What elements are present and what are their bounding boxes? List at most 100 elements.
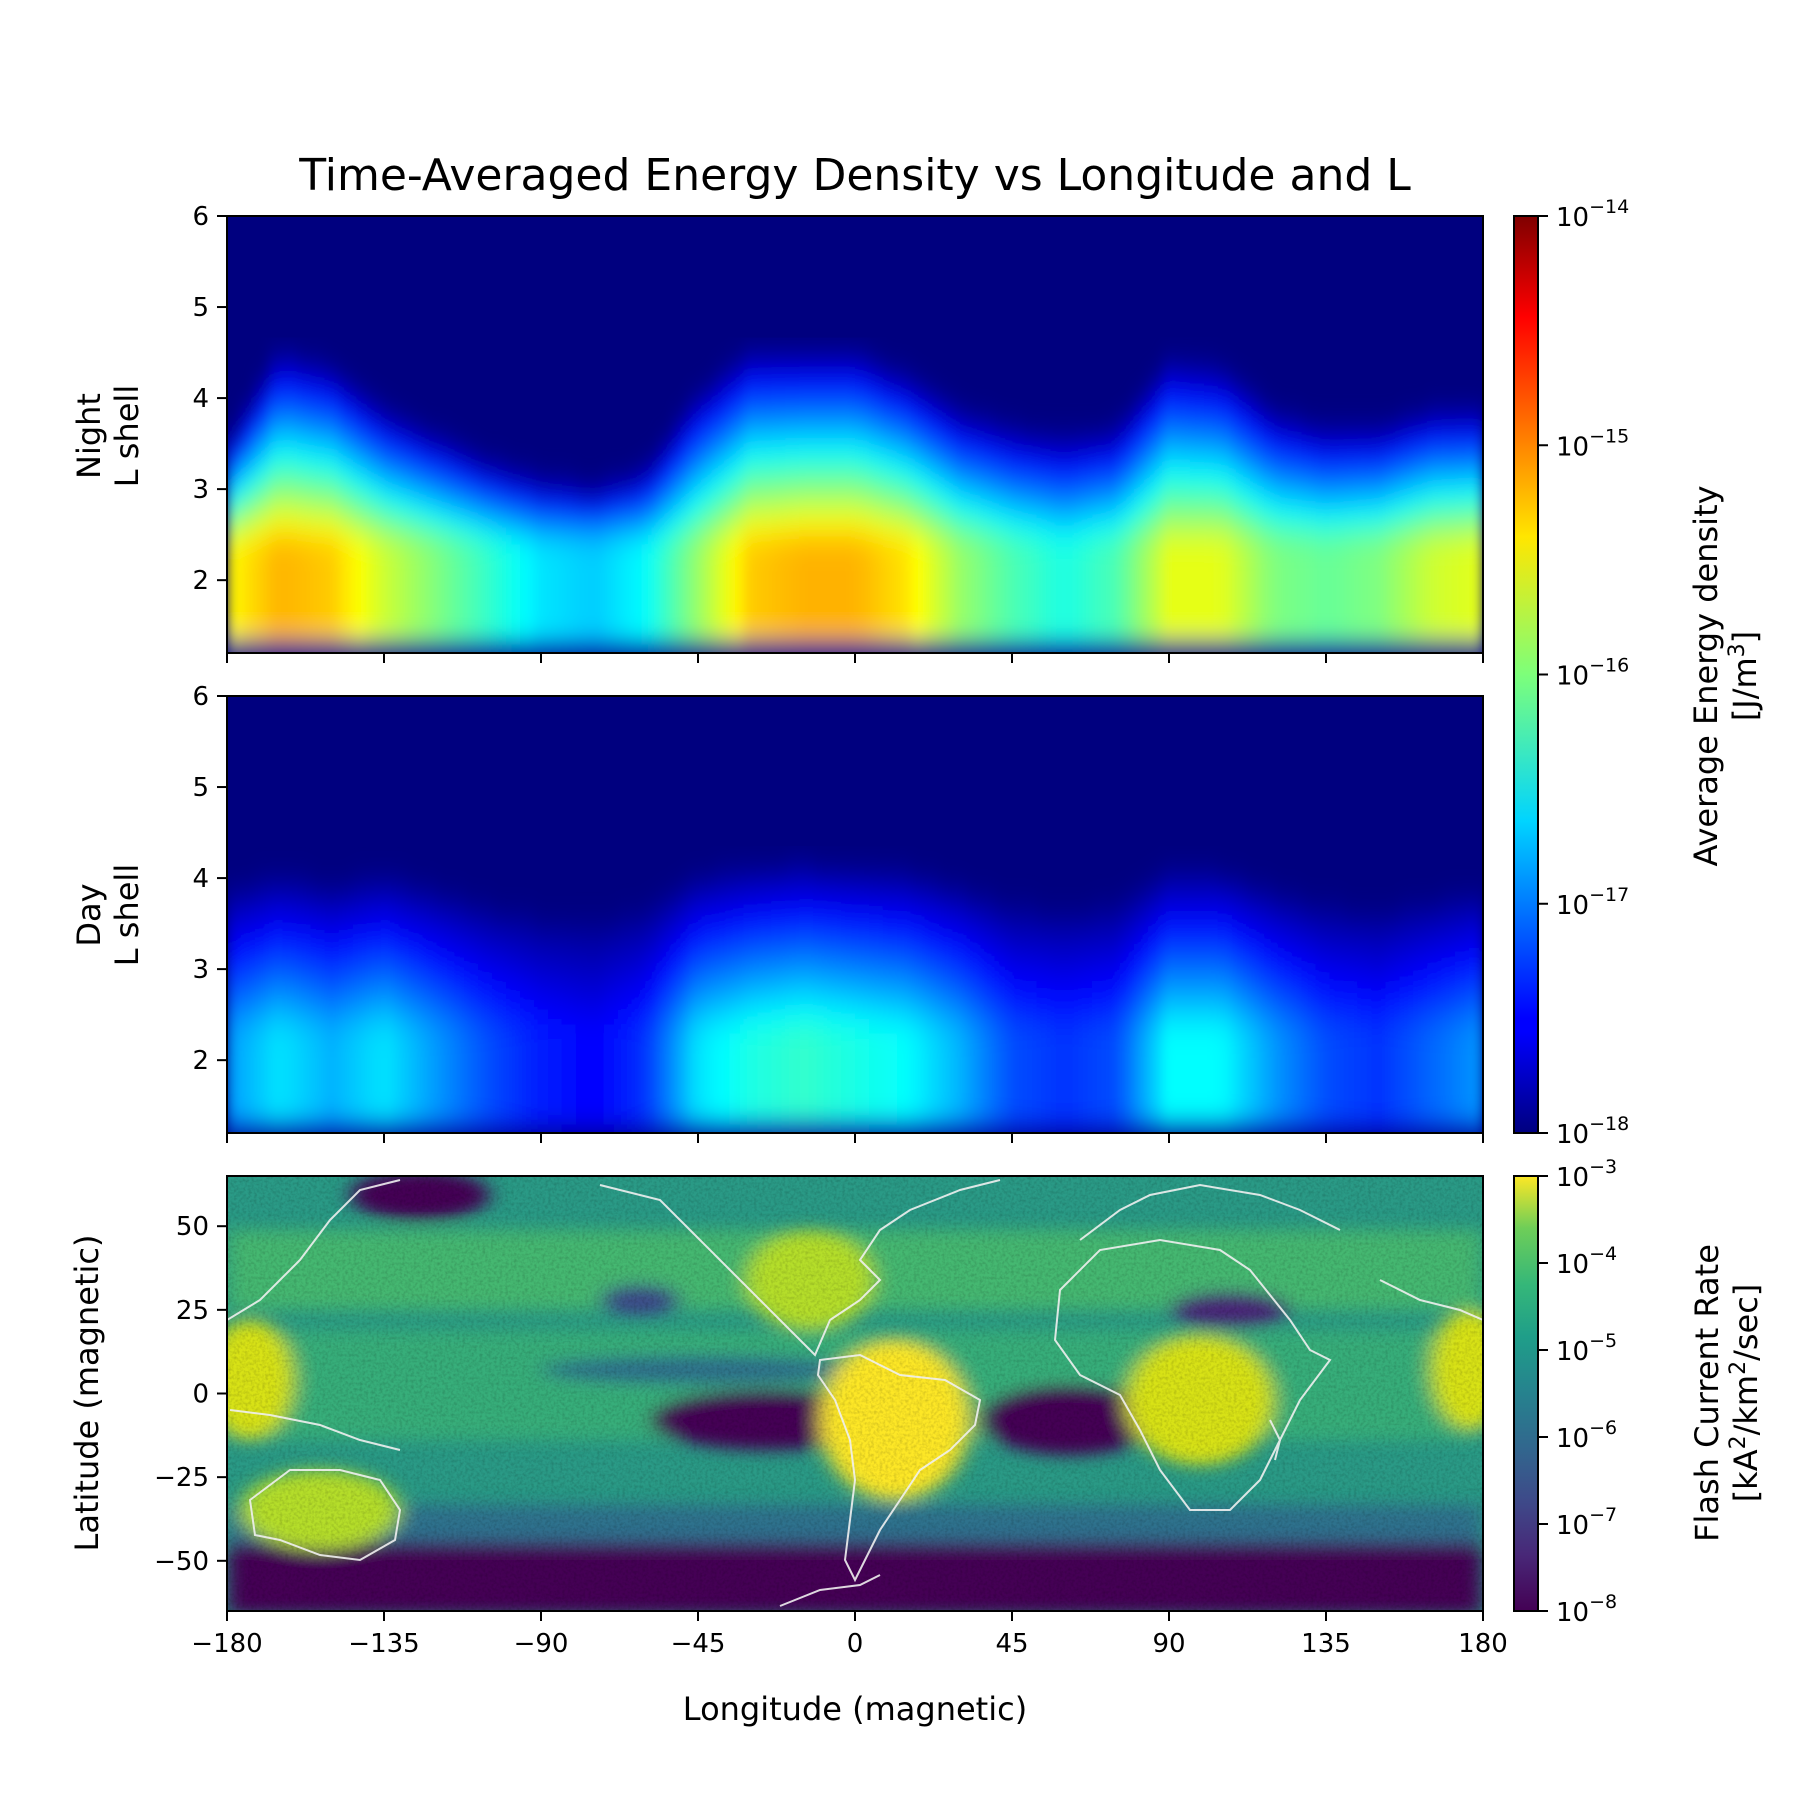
day-heatmap-cell xyxy=(841,905,856,916)
day-heatmap-cell xyxy=(1189,923,1205,934)
day-heatmap-cell xyxy=(1176,1069,1191,1079)
night-heatmap-cell xyxy=(701,452,717,463)
night-heatmap-cell xyxy=(1217,562,1233,572)
day-heatmap-cell xyxy=(701,1032,717,1043)
night-heatmap-cell xyxy=(506,607,521,618)
day-heatmap-cell xyxy=(813,1023,828,1034)
night-heatmap-cell xyxy=(827,398,842,408)
day-heatmap-cell xyxy=(1427,941,1442,952)
night-heatmap-cell xyxy=(324,643,340,653)
night-heatmap-cell xyxy=(1371,461,1386,472)
day-heatmap-cell xyxy=(980,1014,996,1025)
day-heatmap-cell xyxy=(366,969,382,979)
day-heatmap-cell xyxy=(1399,1114,1414,1125)
night-heatmap-cell xyxy=(924,461,940,472)
day-heatmap-cell xyxy=(841,878,856,888)
day-heatmap-cell xyxy=(1441,941,1456,952)
night-heatmap-cell xyxy=(1162,370,1177,381)
day-heatmap-cell xyxy=(799,878,814,888)
night-heatmap-cell xyxy=(1399,571,1414,581)
night-heatmap-cell xyxy=(520,525,535,536)
night-heatmap-cell xyxy=(1231,552,1247,563)
day-heatmap-cell xyxy=(1203,1023,1219,1034)
night-heatmap-cell xyxy=(659,571,675,581)
night-heatmap-cell xyxy=(268,425,284,436)
night-heatmap-cell xyxy=(1106,461,1121,472)
day-heatmap-cell xyxy=(631,1123,647,1133)
night-heatmap-cell xyxy=(855,407,870,417)
day-heatmap-cell xyxy=(520,987,535,997)
night-heatmap-cell xyxy=(869,443,884,454)
day-heatmap-cell xyxy=(1413,905,1428,916)
night-heatmap-cell xyxy=(827,452,842,463)
night-heatmap-cell xyxy=(366,562,382,572)
day-heatmap-cell xyxy=(1217,969,1233,979)
night-heatmap-cell xyxy=(799,525,814,536)
day-heatmap-cell xyxy=(561,1051,577,1061)
night-heatmap-cell xyxy=(841,589,856,599)
day-heatmap-cell xyxy=(1399,1069,1414,1079)
day-heatmap-cell xyxy=(771,1005,786,1016)
day-heatmap-cell xyxy=(464,941,479,952)
day-heatmap-cell xyxy=(241,887,256,897)
night-heatmap-cell xyxy=(1106,598,1121,609)
night-heatmap-cell xyxy=(548,552,563,563)
night-heatmap-cell xyxy=(1273,443,1289,454)
night-heatmap-cell xyxy=(241,525,256,536)
night-heatmap-cell xyxy=(1343,562,1358,572)
day-heatmap-cell xyxy=(380,1023,396,1034)
day-heatmap-cell xyxy=(1259,1032,1275,1043)
day-heatmap-cell xyxy=(1189,1078,1205,1089)
night-heatmap-cell xyxy=(659,498,675,508)
day-heatmap-cell xyxy=(673,969,689,979)
day-ytick-label: 5 xyxy=(192,773,209,803)
night-heatmap-cell xyxy=(1357,598,1372,609)
night-heatmap-cell xyxy=(1427,643,1442,653)
day-heatmap-cell xyxy=(924,1042,940,1052)
night-heatmap-cell xyxy=(1413,416,1428,426)
day-heatmap-cell xyxy=(1287,914,1303,925)
day-heatmap-cell xyxy=(1217,905,1233,916)
day-heatmap-cell xyxy=(520,978,535,988)
night-heatmap-cell xyxy=(436,616,451,627)
night-heatmap-cell xyxy=(966,470,982,481)
night-heatmap-cell xyxy=(841,571,856,581)
night-heatmap-cell xyxy=(1203,562,1219,572)
day-heatmap-cell xyxy=(799,887,814,897)
day-heatmap-cell xyxy=(799,1051,814,1061)
night-heatmap-cell xyxy=(1050,452,1065,463)
night-heatmap-cell xyxy=(1092,580,1107,590)
day-heatmap-cell xyxy=(1273,1105,1289,1116)
night-heatmap-cell xyxy=(785,370,800,381)
day-heatmap-cell xyxy=(1036,1060,1051,1070)
night-heatmap-cell xyxy=(1162,507,1177,517)
day-heatmap-cell xyxy=(1203,1060,1219,1070)
flash-cbar-tick-label: 10−8 xyxy=(1556,1591,1617,1628)
day-heatmap-cell xyxy=(408,1123,423,1133)
night-heatmap-cell xyxy=(1259,616,1275,627)
night-heatmap-cell xyxy=(310,525,326,536)
night-heatmap-cell xyxy=(1120,516,1135,527)
night-heatmap-cell xyxy=(561,607,577,618)
night-heatmap-cell xyxy=(1301,443,1317,454)
night-heatmap-cell xyxy=(910,589,926,599)
night-heatmap-cell xyxy=(1036,634,1051,645)
night-heatmap-cell xyxy=(1273,489,1289,499)
night-heatmap-cell xyxy=(827,562,842,572)
day-heatmap-cell xyxy=(1231,932,1247,943)
day-heatmap-cell xyxy=(980,941,996,952)
day-heatmap-cell xyxy=(310,1051,326,1061)
day-heatmap-cell xyxy=(966,969,982,979)
day-heatmap-cell xyxy=(408,932,423,943)
night-heatmap-cell xyxy=(910,489,926,499)
day-heatmap-cell xyxy=(687,969,703,979)
night-heatmap-cell xyxy=(478,643,493,653)
day-heatmap-cell xyxy=(1371,1005,1386,1016)
day-heatmap-cell xyxy=(1427,1023,1442,1034)
day-heatmap-cell xyxy=(771,969,786,979)
day-heatmap-cell xyxy=(1022,996,1038,1007)
day-heatmap-cell xyxy=(785,1005,800,1016)
night-heatmap-cell xyxy=(980,607,996,618)
day-heatmap-cell xyxy=(478,1032,493,1043)
night-heatmap-cell xyxy=(296,625,312,636)
